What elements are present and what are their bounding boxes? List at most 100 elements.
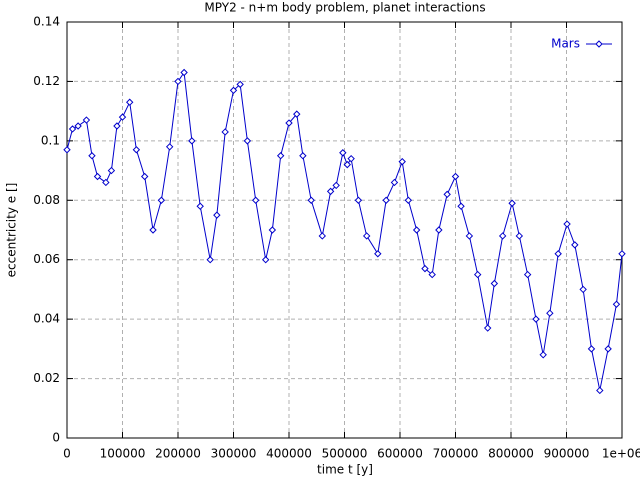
point-marker xyxy=(118,113,127,121)
point-marker xyxy=(343,160,351,169)
point-marker xyxy=(563,220,571,228)
point-marker xyxy=(196,202,204,210)
series-line xyxy=(66,71,623,391)
point-marker xyxy=(347,154,355,163)
point-marker xyxy=(539,351,547,359)
point-marker xyxy=(490,279,499,288)
x-tick-label: 900000 xyxy=(544,447,590,461)
point-marker xyxy=(362,232,371,240)
point-marker xyxy=(398,157,406,166)
point-marker xyxy=(571,241,579,249)
point-marker xyxy=(473,270,482,279)
point-marker xyxy=(604,345,612,353)
point-marker xyxy=(68,125,77,133)
x-tick-label: 200000 xyxy=(155,447,201,461)
y-tick-label: 0.04 xyxy=(33,312,60,326)
point-marker xyxy=(206,256,214,264)
x-tick-label: 500000 xyxy=(322,447,368,461)
point-marker xyxy=(554,250,562,258)
point-marker xyxy=(236,80,244,89)
point-marker xyxy=(618,250,626,258)
x-axis-label: time t [y] xyxy=(317,463,373,477)
point-marker xyxy=(587,345,596,353)
point-marker xyxy=(443,190,451,199)
point-marker xyxy=(299,152,307,160)
point-marker xyxy=(93,172,102,181)
point-marker xyxy=(74,122,82,130)
x-tick-label: 300000 xyxy=(211,447,257,461)
point-marker xyxy=(165,143,174,151)
point-marker xyxy=(82,116,91,124)
y-tick-label: 0.08 xyxy=(33,193,60,207)
y-tick-label: 0.02 xyxy=(33,371,60,385)
point-marker xyxy=(243,137,252,145)
point-marker xyxy=(354,196,363,204)
legend-label: Mars xyxy=(551,37,580,51)
point-marker xyxy=(63,146,71,154)
point-marker xyxy=(421,264,429,273)
y-tick-label: 0.1 xyxy=(41,133,60,147)
point-marker xyxy=(107,166,116,175)
point-marker xyxy=(261,256,270,264)
x-tick-label: 800000 xyxy=(488,447,534,461)
point-marker xyxy=(229,86,238,95)
point-marker xyxy=(412,226,421,234)
point-marker xyxy=(318,232,327,240)
point-marker xyxy=(293,110,301,118)
chart-title: MPY2 - n+m body problem, planet interact… xyxy=(204,1,485,15)
x-tick-label: 100000 xyxy=(100,447,146,461)
y-axis-label: eccentricity e [] xyxy=(5,183,19,278)
y-tick-label: 0.12 xyxy=(33,74,60,88)
point-marker xyxy=(126,98,134,106)
point-marker xyxy=(88,152,96,160)
point-marker xyxy=(508,199,516,207)
point-marker xyxy=(435,226,443,234)
point-marker xyxy=(174,77,182,86)
point-marker xyxy=(612,300,621,308)
point-marker xyxy=(451,172,460,181)
x-tick-label: 700000 xyxy=(433,447,479,461)
point-marker xyxy=(382,196,390,204)
point-marker xyxy=(268,226,277,234)
point-marker xyxy=(221,128,229,136)
point-marker xyxy=(532,315,540,323)
x-tick-label: 400000 xyxy=(266,447,312,461)
point-marker xyxy=(307,196,315,204)
y-tick-label: 0 xyxy=(52,431,60,445)
point-marker xyxy=(140,172,149,181)
point-marker xyxy=(213,211,221,219)
x-tick-label: 0 xyxy=(63,447,71,461)
point-marker xyxy=(188,137,196,145)
point-marker xyxy=(404,196,413,204)
point-marker xyxy=(332,181,340,190)
point-marker xyxy=(428,270,436,279)
point-marker xyxy=(180,68,188,77)
point-marker xyxy=(515,232,524,240)
point-marker xyxy=(546,309,554,317)
point-marker xyxy=(251,196,260,204)
point-marker xyxy=(339,149,347,157)
y-tick-label: 0.14 xyxy=(33,15,60,29)
x-tick-label: 1e+06 xyxy=(602,447,640,461)
y-tick-label: 0.06 xyxy=(33,252,60,266)
point-marker xyxy=(102,178,110,187)
point-marker xyxy=(390,178,399,187)
point-marker xyxy=(132,146,141,154)
point-marker xyxy=(498,232,507,240)
plot-border xyxy=(66,21,623,439)
point-marker xyxy=(457,202,465,210)
x-tick-label: 600000 xyxy=(377,447,423,461)
point-marker xyxy=(465,232,474,240)
point-marker xyxy=(276,152,285,160)
point-marker xyxy=(596,386,604,395)
point-marker xyxy=(483,324,492,332)
point-marker xyxy=(374,250,382,258)
point-marker xyxy=(157,196,166,204)
point-marker xyxy=(326,187,335,196)
point-marker xyxy=(113,122,121,130)
point-marker xyxy=(523,270,532,279)
legend-marker xyxy=(595,40,603,48)
point-marker xyxy=(579,285,587,294)
